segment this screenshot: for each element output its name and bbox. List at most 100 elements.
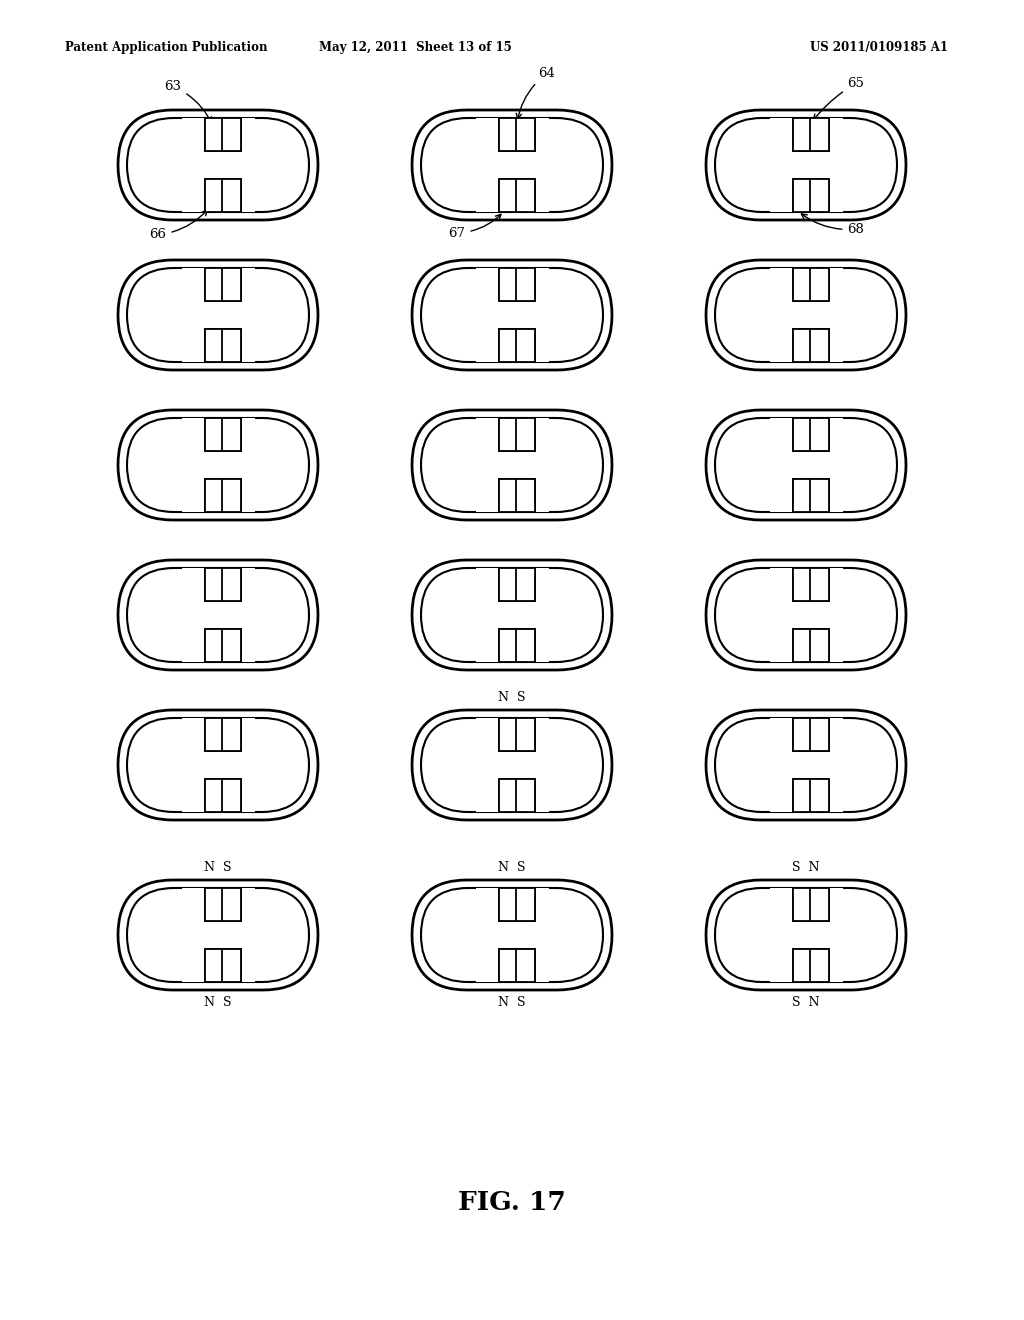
FancyBboxPatch shape [412,710,612,820]
Bar [222,329,241,362]
FancyBboxPatch shape [715,117,897,213]
Bar [810,718,829,751]
FancyBboxPatch shape [127,117,309,213]
Text: 64: 64 [516,67,555,119]
Bar [222,949,241,982]
FancyBboxPatch shape [421,117,603,213]
Bar [222,479,241,512]
Text: FIG. 17: FIG. 17 [458,1189,566,1214]
Bar [810,418,829,451]
Bar [793,180,811,213]
FancyBboxPatch shape [706,710,906,820]
Bar [516,329,535,362]
Bar [205,718,223,751]
Bar [769,568,843,663]
Bar [499,949,517,982]
Bar [205,888,223,921]
Bar [205,779,223,812]
Bar [793,268,811,301]
FancyBboxPatch shape [118,710,318,820]
FancyBboxPatch shape [715,418,897,512]
Bar [793,949,811,982]
Bar [810,329,829,362]
Bar [205,268,223,301]
Bar [810,568,829,601]
Bar [793,630,811,663]
Bar [793,268,811,301]
Bar [516,568,535,601]
Bar [222,568,241,601]
Bar [475,568,549,663]
Bar [499,779,517,812]
Bar [810,418,829,451]
Bar [499,418,517,451]
Bar [793,479,811,512]
Bar [222,718,241,751]
Bar [516,117,535,150]
Bar [810,630,829,663]
FancyBboxPatch shape [706,110,906,220]
Bar [205,117,223,150]
Bar [810,268,829,301]
FancyBboxPatch shape [715,268,897,362]
Bar [516,479,535,512]
Bar [516,888,535,921]
Bar [499,949,517,982]
Bar [769,418,843,512]
Bar [205,418,223,451]
FancyBboxPatch shape [706,260,906,370]
Bar [516,779,535,812]
FancyBboxPatch shape [421,268,603,362]
FancyBboxPatch shape [412,560,612,671]
Bar [205,418,223,451]
Bar [516,888,535,921]
Bar [475,268,549,362]
FancyBboxPatch shape [118,880,318,990]
FancyBboxPatch shape [706,411,906,520]
Text: 65: 65 [814,77,864,120]
Bar [222,418,241,451]
Bar [810,779,829,812]
Bar [205,268,223,301]
Bar [205,329,223,362]
Bar [793,779,811,812]
FancyBboxPatch shape [421,418,603,512]
Bar [475,418,549,512]
Bar [499,568,517,601]
Bar [222,568,241,601]
Bar [499,418,517,451]
Bar [205,479,223,512]
Bar [181,888,255,982]
FancyBboxPatch shape [412,260,612,370]
Bar [516,117,535,150]
Bar [499,888,517,921]
Text: Patent Application Publication: Patent Application Publication [65,41,267,54]
Bar [499,117,517,150]
FancyBboxPatch shape [127,888,309,982]
Bar [810,949,829,982]
Bar [810,479,829,512]
Bar [499,180,517,213]
Bar [810,180,829,213]
Bar [516,630,535,663]
Bar [222,779,241,812]
FancyBboxPatch shape [127,718,309,812]
Bar [516,718,535,751]
Bar [205,180,223,213]
Bar [810,329,829,362]
Bar [222,418,241,451]
Text: May 12, 2011  Sheet 13 of 15: May 12, 2011 Sheet 13 of 15 [318,41,511,54]
Bar [499,268,517,301]
Bar [222,117,241,150]
Bar [222,180,241,213]
Bar [810,117,829,150]
Bar [475,888,549,982]
Bar [516,418,535,451]
Bar [499,479,517,512]
Bar [222,180,241,213]
FancyBboxPatch shape [706,880,906,990]
Text: N  S: N S [204,861,231,874]
Bar [793,418,811,451]
Bar [793,180,811,213]
Bar [181,568,255,663]
